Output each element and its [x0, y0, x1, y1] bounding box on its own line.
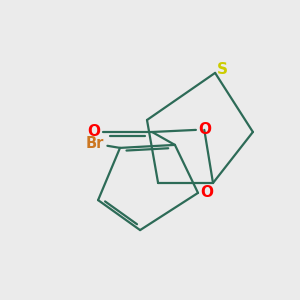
Text: Br: Br — [85, 136, 104, 151]
Text: O: O — [198, 122, 212, 137]
Text: O: O — [87, 124, 101, 140]
Text: S: S — [217, 62, 228, 77]
Text: O: O — [200, 185, 214, 200]
